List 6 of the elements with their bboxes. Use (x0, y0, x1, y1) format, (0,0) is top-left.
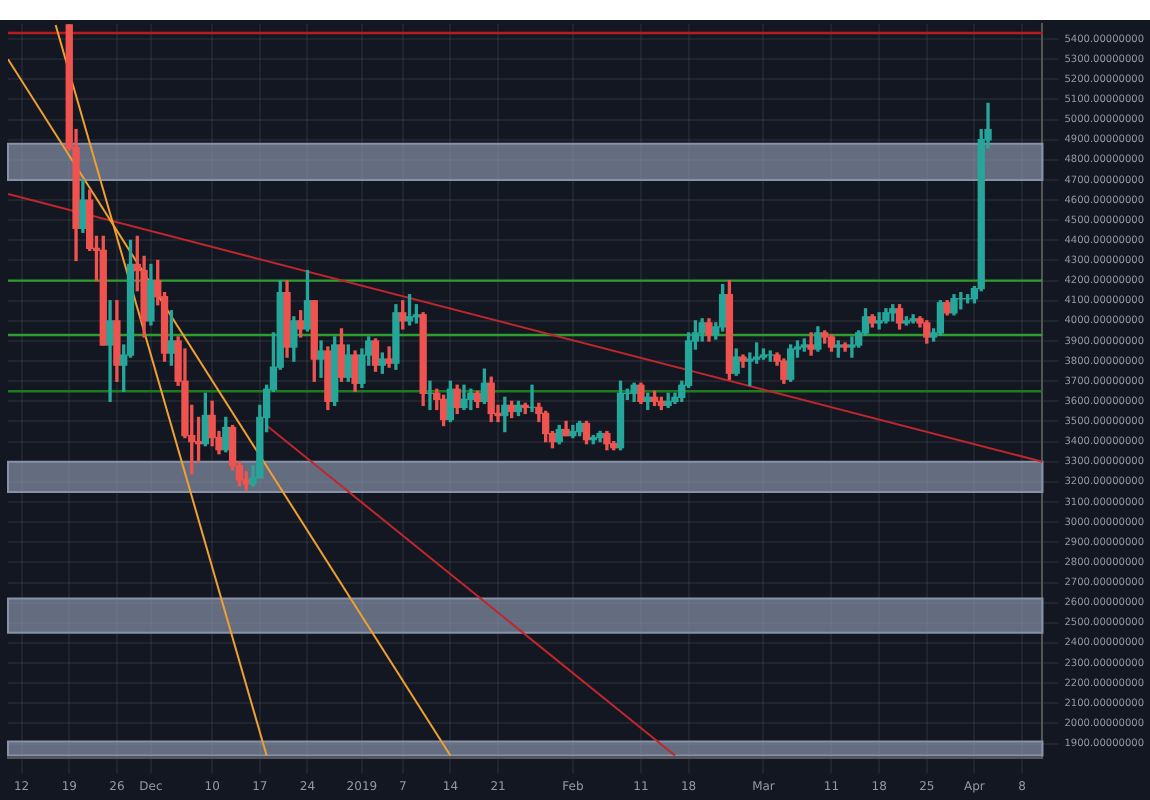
candlestick (875, 312, 883, 330)
candlestick (848, 336, 856, 358)
candlestick (317, 340, 325, 378)
candlestick (385, 346, 393, 368)
candlestick (807, 332, 815, 356)
candlestick (106, 300, 114, 403)
